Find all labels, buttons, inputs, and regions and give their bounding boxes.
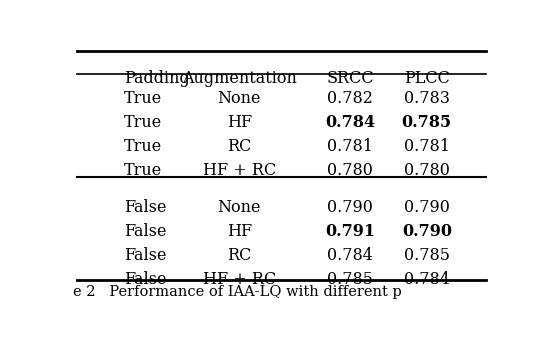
Text: HF: HF — [227, 114, 252, 131]
Text: HF: HF — [227, 223, 252, 240]
Text: False: False — [124, 223, 167, 240]
Text: 0.785: 0.785 — [402, 114, 452, 131]
Text: HF + RC: HF + RC — [202, 162, 276, 179]
Text: True: True — [124, 162, 162, 179]
Text: 0.780: 0.780 — [404, 162, 450, 179]
Text: 0.791: 0.791 — [325, 223, 375, 240]
Text: 0.790: 0.790 — [327, 199, 373, 216]
Text: 0.780: 0.780 — [327, 162, 373, 179]
Text: True: True — [124, 90, 162, 107]
Text: SRCC: SRCC — [326, 70, 374, 87]
Text: 0.785: 0.785 — [404, 247, 450, 264]
Text: True: True — [124, 138, 162, 155]
Text: False: False — [124, 271, 167, 288]
Text: 0.784: 0.784 — [327, 247, 373, 264]
Text: 0.783: 0.783 — [404, 90, 450, 107]
Text: None: None — [217, 199, 261, 216]
Text: True: True — [124, 114, 162, 131]
Text: 0.785: 0.785 — [327, 271, 373, 288]
Text: e 2   Performance of IAA-LQ with different p: e 2 Performance of IAA-LQ with different… — [73, 285, 402, 299]
Text: 0.790: 0.790 — [404, 199, 450, 216]
Text: RC: RC — [227, 138, 251, 155]
Text: 0.784: 0.784 — [404, 271, 450, 288]
Text: 0.781: 0.781 — [327, 138, 373, 155]
Text: False: False — [124, 247, 167, 264]
Text: 0.784: 0.784 — [325, 114, 375, 131]
Text: 0.782: 0.782 — [327, 90, 373, 107]
Text: 0.790: 0.790 — [402, 223, 452, 240]
Text: HF + RC: HF + RC — [202, 271, 276, 288]
Text: PLCC: PLCC — [404, 70, 450, 87]
Text: 0.781: 0.781 — [404, 138, 450, 155]
Text: RC: RC — [227, 247, 251, 264]
Text: None: None — [217, 90, 261, 107]
Text: Padding: Padding — [124, 70, 190, 87]
Text: False: False — [124, 199, 167, 216]
Text: Augmentation: Augmentation — [182, 70, 296, 87]
